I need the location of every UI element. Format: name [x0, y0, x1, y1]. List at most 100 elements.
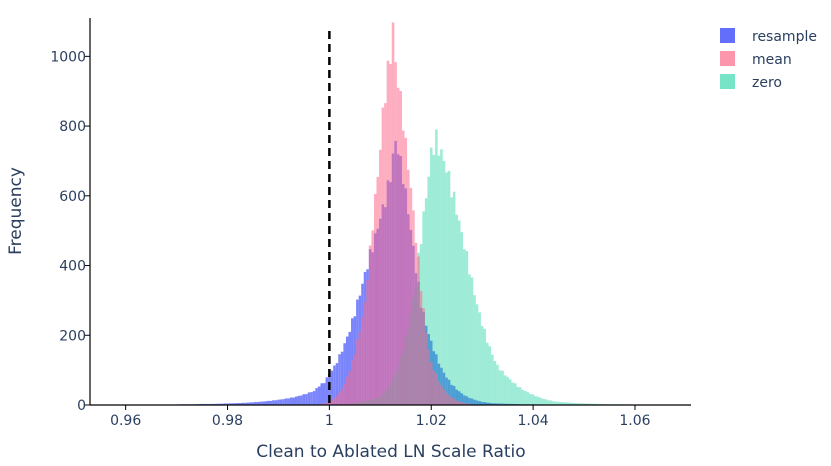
bar-resample — [274, 400, 278, 405]
bar-mean — [460, 402, 464, 405]
bar-resample — [223, 403, 227, 405]
bar-zero — [442, 160, 446, 405]
bar-zero — [572, 402, 576, 405]
bar-mean — [465, 403, 469, 405]
bar-zero — [577, 403, 581, 405]
bar-mean — [437, 381, 441, 405]
bar-resample — [475, 400, 479, 405]
bar-zero — [506, 376, 509, 405]
bar-zero — [503, 375, 507, 405]
legend: resample mean zero — [720, 28, 817, 91]
bar-resample — [310, 392, 313, 405]
bar-resample — [305, 394, 308, 405]
bar-zero — [460, 232, 464, 405]
legend-label: zero — [752, 75, 782, 91]
bar-mean — [435, 374, 438, 405]
bar-resample — [244, 402, 247, 405]
bar-resample — [216, 403, 219, 405]
y-tick-label: 0 — [77, 398, 86, 414]
bar-mean — [320, 403, 324, 405]
bar-resample — [249, 402, 252, 405]
legend-label: resample — [752, 29, 817, 45]
bar-mean — [407, 169, 410, 405]
bar-resample — [264, 401, 267, 405]
bar-resample — [302, 394, 306, 405]
bar-zero — [470, 277, 474, 405]
bar-resample — [284, 398, 288, 405]
bar-zero — [585, 403, 588, 405]
y-tick-label: 200 — [59, 328, 86, 344]
bar-zero — [582, 403, 586, 405]
bar-mean — [368, 245, 372, 405]
bar-resample — [266, 400, 270, 405]
bar-zero — [514, 383, 517, 405]
bar-mean — [379, 149, 382, 405]
bar-mean — [343, 383, 346, 405]
bar-zero — [590, 403, 593, 405]
bar-zero — [592, 403, 596, 405]
bar-zero — [575, 403, 578, 405]
bar-mean — [328, 401, 331, 405]
bar-zero — [491, 354, 494, 405]
bar-resample — [251, 402, 255, 405]
x-axis-title: Clean to Ablated LN Scale Ratio — [256, 442, 525, 462]
y-axis-title: Frequency — [6, 167, 26, 255]
bar-mean — [376, 176, 380, 405]
bar-resample — [486, 402, 489, 405]
bar-zero — [475, 304, 479, 405]
bar-zero — [496, 364, 499, 405]
bar-resample — [325, 377, 329, 405]
bar-resample — [261, 401, 265, 405]
bar-resample — [498, 403, 502, 405]
bar-mean — [333, 397, 336, 405]
bar-zero — [478, 312, 481, 405]
bar-zero — [488, 346, 492, 405]
bar-resample — [297, 395, 301, 405]
bar-resample — [300, 395, 303, 405]
bar-resample — [272, 400, 275, 405]
bar-mean — [373, 193, 377, 405]
bar-resample — [450, 384, 453, 405]
bar-mean — [447, 394, 451, 405]
bar-resample — [473, 399, 476, 405]
bar-zero — [498, 370, 502, 405]
bar-resample — [231, 403, 234, 405]
bar-resample — [226, 403, 229, 405]
bar-resample — [480, 401, 484, 405]
bar-zero — [554, 401, 558, 405]
bar-resample — [236, 403, 239, 405]
bar-mean — [450, 397, 453, 405]
bar-resample — [277, 399, 280, 405]
bar-mean — [371, 230, 374, 405]
bar-zero — [544, 399, 548, 405]
bar-resample — [246, 402, 250, 405]
bar-mean — [335, 395, 339, 405]
bar-zero — [559, 402, 563, 405]
y-tick-label: 400 — [59, 259, 86, 275]
bar-zero — [483, 328, 486, 405]
legend-item-resample[interactable]: resample — [720, 28, 817, 45]
bar-zero — [536, 396, 540, 405]
x-tick-label: 0.96 — [110, 413, 141, 429]
bar-resample — [292, 397, 296, 405]
bar-resample — [348, 331, 352, 405]
y-tick-label: 600 — [59, 189, 86, 205]
bar-mean — [361, 316, 364, 405]
bar-zero — [501, 370, 504, 405]
bar-resample — [323, 383, 326, 405]
bar-mean — [330, 399, 334, 405]
legend-item-zero[interactable]: zero — [720, 74, 782, 91]
bar-zero — [511, 382, 515, 405]
legend-swatch — [720, 28, 735, 43]
bar-resample — [317, 386, 321, 405]
bar-resample — [478, 401, 481, 405]
x-tick-label: 1 — [325, 413, 334, 429]
bar-mean — [363, 302, 367, 405]
bar-zero — [570, 402, 573, 405]
bar-mean — [429, 362, 433, 405]
bar-resample — [470, 398, 474, 405]
legend-item-mean[interactable]: mean — [720, 51, 792, 68]
bar-resample — [241, 402, 245, 405]
bar-mean — [440, 385, 443, 405]
bar-zero — [539, 397, 543, 405]
